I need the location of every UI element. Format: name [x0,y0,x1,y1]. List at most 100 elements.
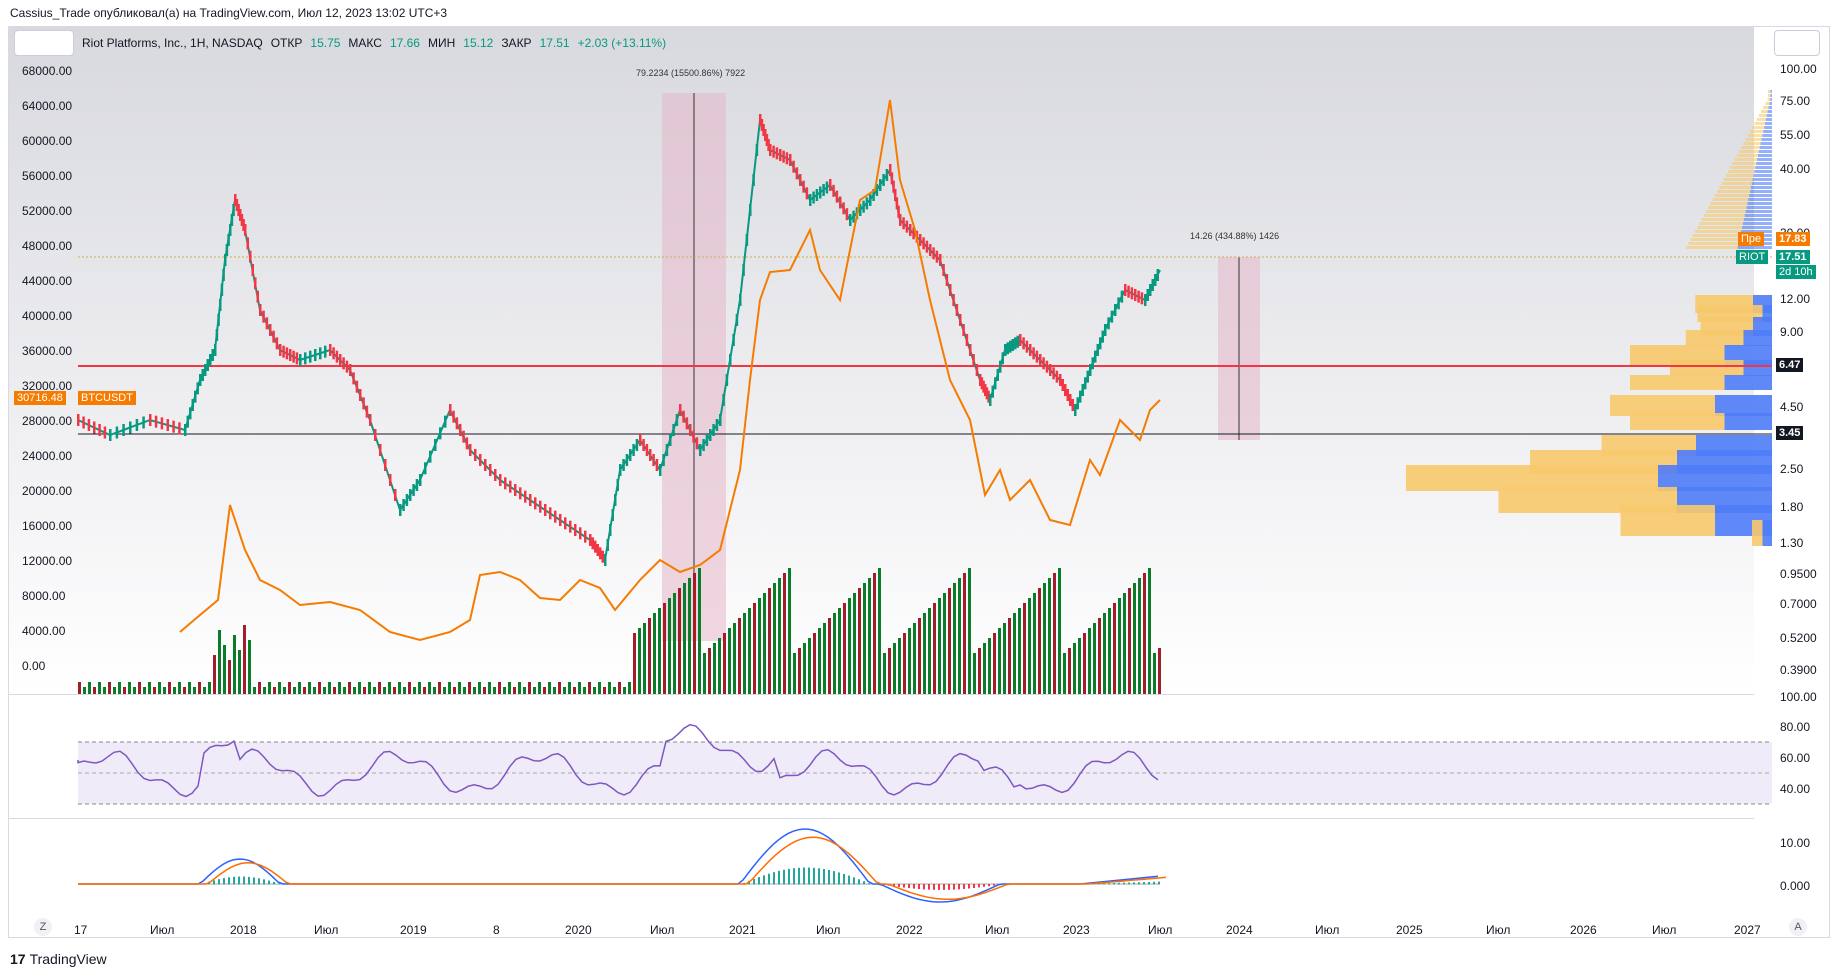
price-candle [98,424,101,436]
price-candle [211,349,214,361]
volume-bar [138,682,141,694]
price-candle [103,426,107,439]
volume-bar [313,687,316,694]
price-candle [1104,324,1107,336]
change-value: +2.03 (+13.11%) [577,36,667,50]
price-candle [384,459,387,471]
btc-price-tag: 30716.48 [14,391,66,405]
zoom-button[interactable]: Z [34,918,52,936]
price-candle [802,180,805,193]
price-candle [1089,364,1092,376]
volume-bar [813,633,816,694]
volume-bar [488,682,491,694]
volume-bar [858,588,861,694]
auto-scale-button[interactable]: A [1789,918,1807,936]
profile-bar-blue [1766,114,1772,117]
settings-button[interactable] [1774,30,1820,56]
price-candle [799,174,802,186]
riot-axis-label: 2.50 [1780,462,1804,476]
range-annotation-1[interactable]: 79.2234 (15500.86%) 7922 [636,68,746,78]
volume-bar [838,608,841,694]
macd-histogram-bar [968,884,970,889]
volume-bar [688,578,691,694]
time-axis-label: 2026 [1570,923,1597,937]
volume-bar [548,682,551,694]
profile-bar-blue [1770,90,1772,93]
profile-bar-yellow [1714,194,1750,197]
btc-axis-label: 60000.00 [22,134,73,148]
volume-bar [663,603,666,694]
macd-histogram-bar [278,883,280,885]
profile-bar-blue [1769,102,1772,105]
btc-axis-label: 4000.00 [22,624,66,638]
price-candle [709,429,712,441]
price-candle [265,317,269,330]
price-candle [444,415,447,428]
volume-bar [403,687,406,694]
profile-bar-blue [1755,166,1772,169]
profile-bar-yellow [1721,182,1752,185]
volume-bar [953,583,956,694]
price-candle [239,209,242,221]
symbol-search-button[interactable] [14,30,74,56]
price-candle [539,500,542,513]
price-candle [999,360,1002,373]
price-candle [459,424,462,436]
volume-bar [648,618,651,694]
profile-bar-blue [1724,413,1772,430]
macd-pane[interactable] [9,818,1754,919]
price-candle [1154,274,1157,286]
price-candle [596,544,599,556]
price-candle [196,382,199,395]
macd-histogram-bar [768,873,770,885]
volume-bar [683,583,686,694]
price-candle [1140,292,1144,305]
price-candle [214,344,217,356]
price-candle [899,214,902,226]
volume-bar [573,687,576,694]
profile-bar-yellow [1743,142,1761,145]
volume-bar [878,568,881,694]
volume-bar [713,643,716,694]
price-candle [795,167,799,180]
volume-bar [1093,623,1096,694]
volume-bar [798,648,801,694]
price-candle [905,220,909,233]
price-candle [965,334,969,346]
volume-bar [423,687,426,694]
volume-bar [328,682,331,694]
volume-bar [88,682,91,694]
price-candle [1045,360,1049,373]
btc-axis-label: 36000.00 [22,344,73,358]
macd-histogram-bar [868,883,870,885]
price-candle [932,247,935,260]
range-annotation-2[interactable]: 14.26 (434.88%) 1426 [1190,231,1280,241]
price-candle [1120,290,1124,303]
macd-histogram-bar [983,884,985,887]
volume-bar [873,573,876,694]
volume-bar [938,598,941,694]
footer: 17 TradingView [10,951,107,967]
price-candle [154,415,158,428]
volume-bar [1123,593,1126,694]
price-candle [749,204,752,216]
price-candle [1156,269,1159,281]
volume-bar [998,628,1001,694]
volume-bar [268,682,271,694]
price-candle [1035,350,1039,363]
profile-bar-yellow [1758,114,1767,117]
macd-histogram-bar [843,873,845,885]
profile-bar-blue [1747,202,1772,205]
price-candle [564,517,567,530]
price-candle [919,234,922,246]
profile-bar-blue [1744,214,1772,217]
price-candle [962,324,965,336]
price-candle [865,197,869,210]
volume-bar [738,618,741,694]
premarket-price-tag: 17.83 [1776,232,1810,246]
volume-bar [808,638,811,694]
price-candle [439,427,442,440]
price-candle [742,264,745,276]
symbol-legend[interactable]: Riot Platforms, Inc., 1H, NASDAQ ОТКР 15.… [14,30,666,56]
price-candle [672,424,675,436]
